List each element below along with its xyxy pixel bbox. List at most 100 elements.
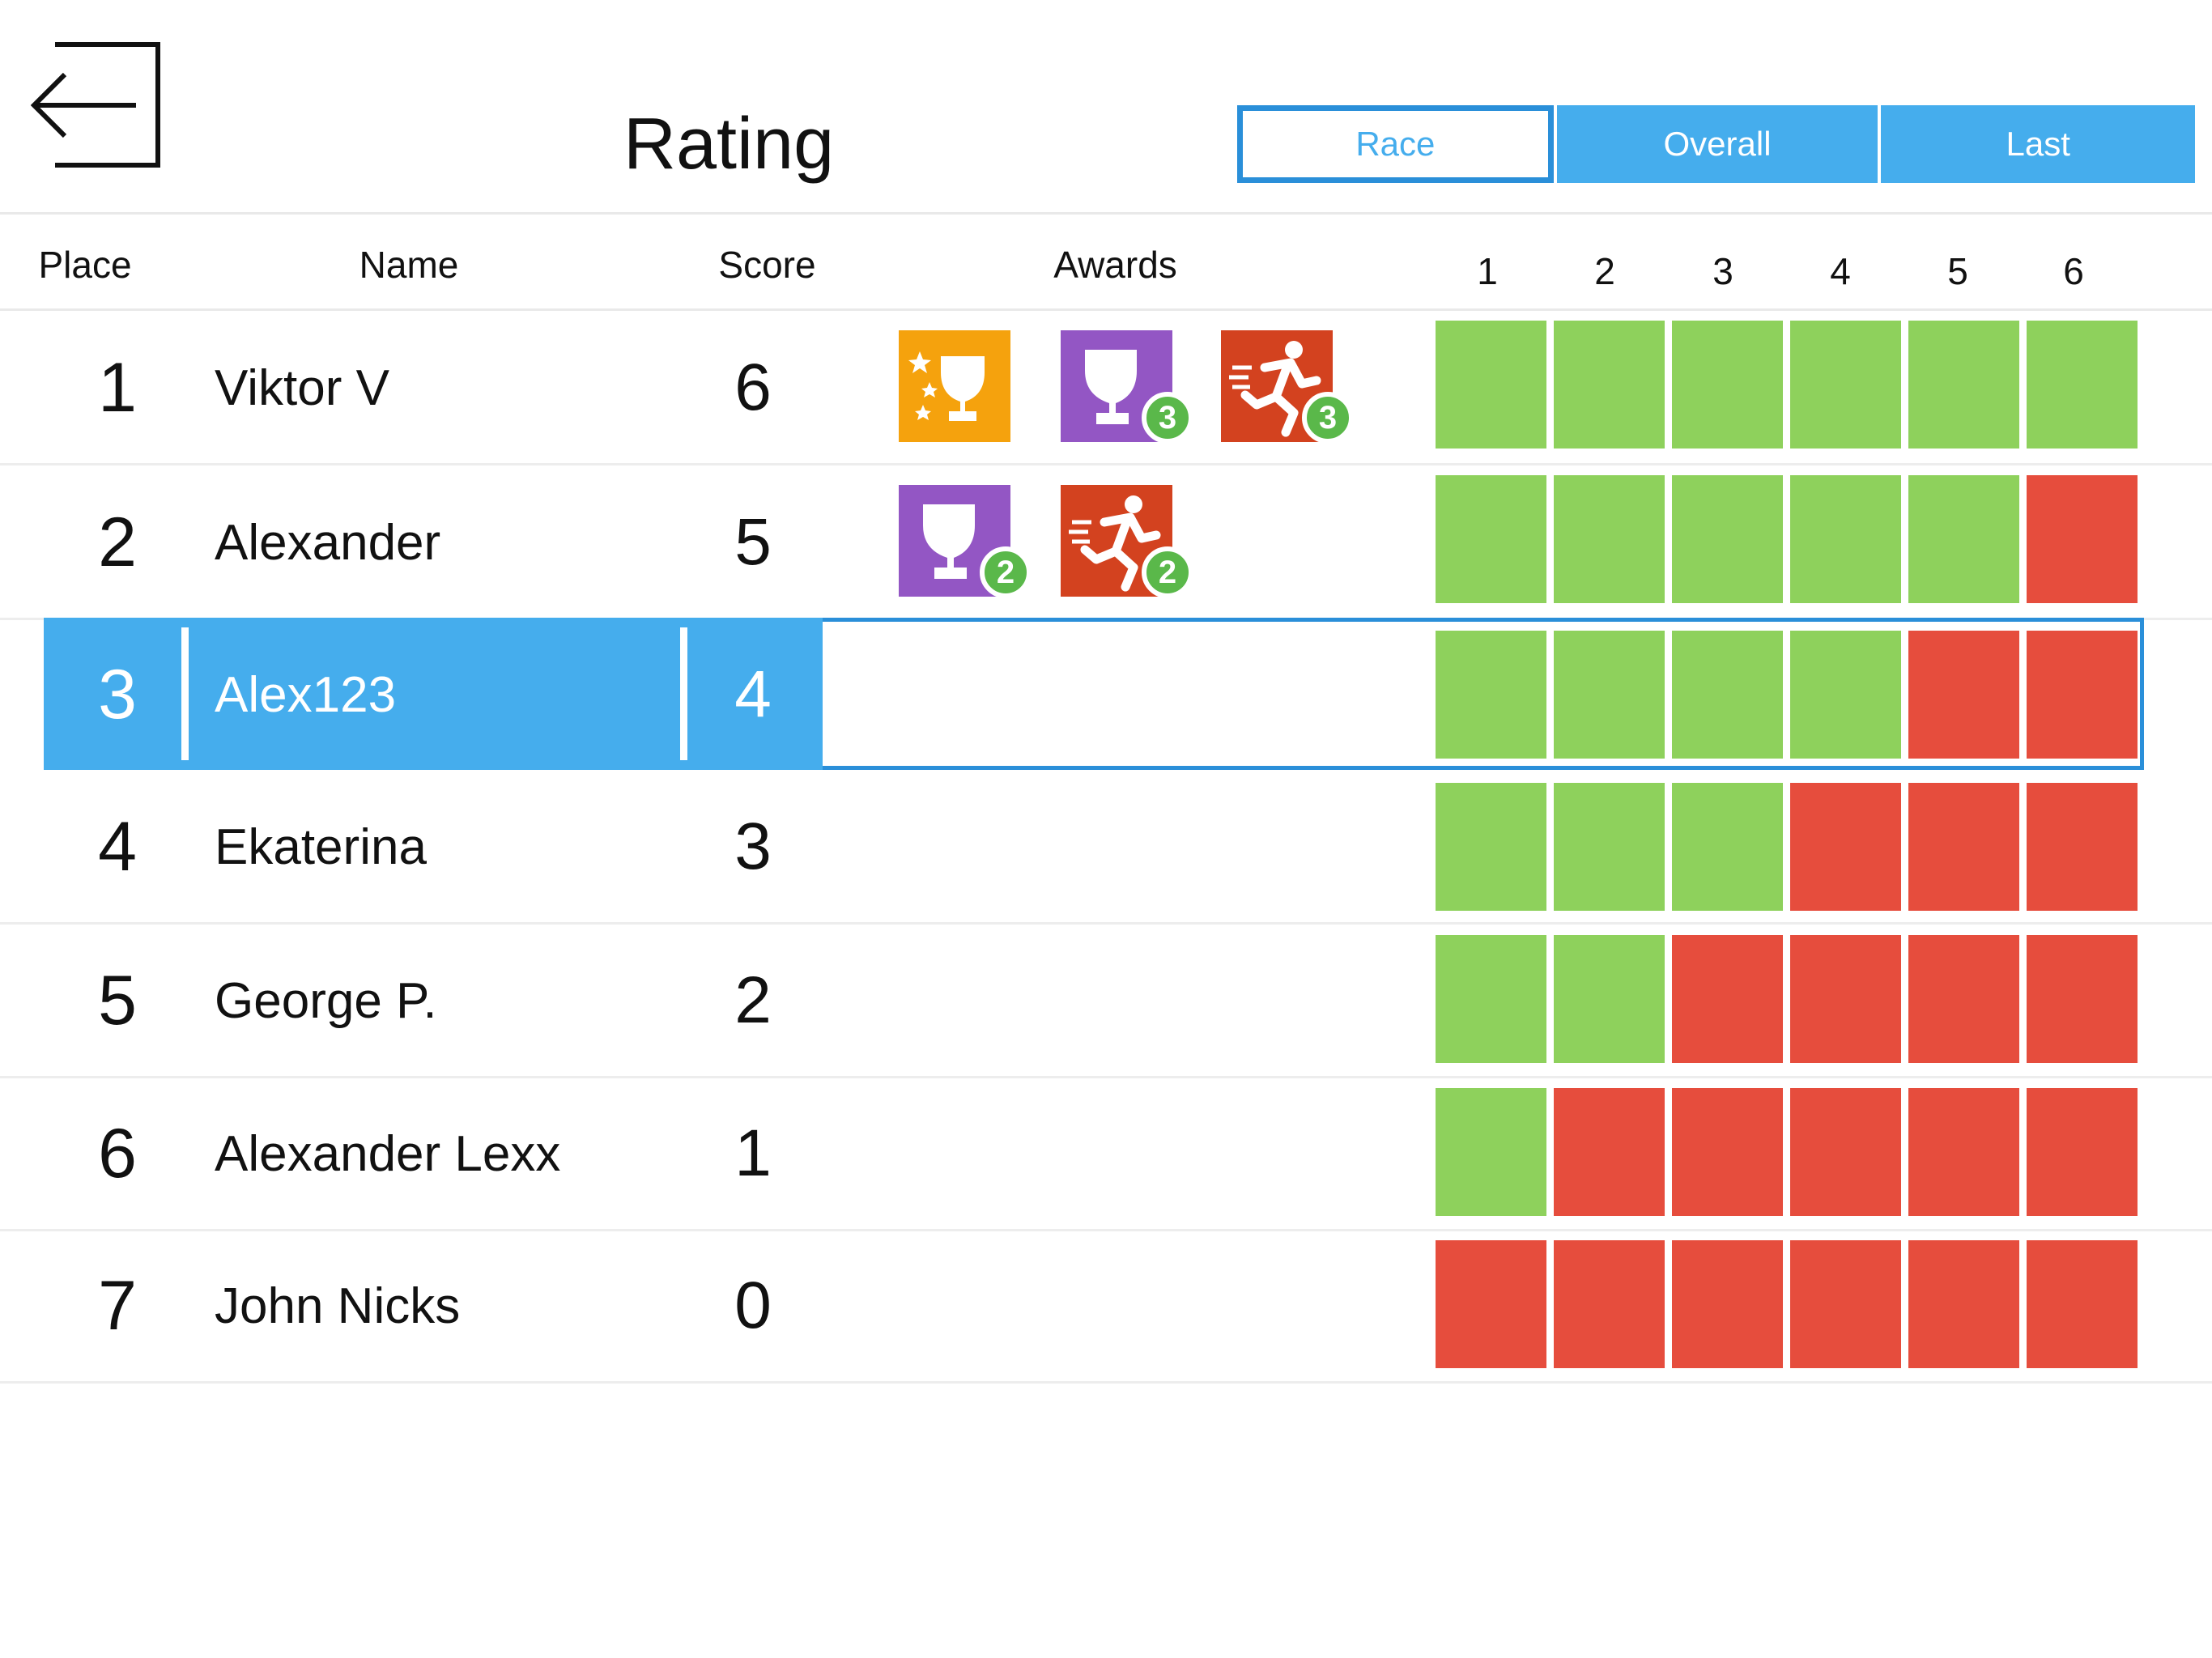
column-header-name: Name — [359, 244, 459, 286]
race-result-win — [1908, 321, 2019, 449]
race-result-lose — [2027, 1088, 2138, 1216]
row-name: Alex123 — [215, 667, 397, 723]
race-result-lose — [2027, 631, 2138, 759]
race-result-lose — [1790, 1088, 1901, 1216]
row-place: 4 — [98, 808, 137, 886]
row-place: 7 — [98, 1267, 137, 1345]
race-result-lose — [1554, 1088, 1665, 1216]
race-result-lose — [2027, 935, 2138, 1063]
table-row[interactable]: 1 Viktor V 6 3 — [0, 311, 2212, 466]
award-count-badge: 2 — [1142, 546, 1193, 598]
race-result-lose — [1908, 783, 2019, 911]
page-title: Rating — [623, 104, 835, 185]
row-divider — [0, 922, 2212, 925]
race-result-lose — [1908, 1088, 2019, 1216]
race-results — [1436, 475, 2145, 603]
row-name: Alexander Lexx — [215, 1126, 561, 1182]
row-score: 5 — [734, 505, 772, 579]
row-name: Ekaterina — [215, 819, 427, 875]
race-result-win — [1908, 475, 2019, 603]
runner-icon: 3 — [1221, 330, 1354, 444]
race-result-lose — [1672, 1088, 1783, 1216]
row-place: 1 — [98, 349, 137, 427]
tab-overall[interactable]: Overall — [1556, 105, 1878, 183]
race-result-lose — [2027, 475, 2138, 603]
race-result-win — [1672, 631, 1783, 759]
race-result-lose — [1908, 935, 2019, 1063]
race-result-win — [1436, 935, 1546, 1063]
tab-race[interactable]: Race — [1237, 105, 1554, 183]
race-result-win — [1672, 783, 1783, 911]
row-score: 2 — [734, 963, 772, 1037]
stars-trophy-icon — [899, 330, 1012, 444]
race-results — [1436, 631, 2145, 759]
column-header-race-2: 2 — [1594, 250, 1615, 292]
table-row[interactable]: 4 Ekaterina 3 — [0, 770, 2212, 925]
race-result-win — [1436, 783, 1546, 911]
row-name: Alexander — [215, 515, 441, 571]
race-result-win — [1554, 783, 1665, 911]
row-score: 4 — [734, 657, 772, 731]
race-result-lose — [1908, 631, 2019, 759]
column-header-race-3: 3 — [1712, 250, 1733, 292]
runner-icon: 2 — [1061, 485, 1193, 598]
row-score: 6 — [734, 351, 772, 424]
race-result-lose — [1790, 935, 1901, 1063]
selection-highlight — [44, 618, 825, 770]
cell-divider — [181, 627, 189, 760]
table-row-current-player[interactable]: 3 Alex123 4 — [0, 618, 2212, 770]
row-score: 3 — [734, 810, 772, 883]
table-row[interactable]: 7 John Nicks 0 — [0, 1229, 2212, 1384]
race-result-win — [1436, 475, 1546, 603]
race-result-win — [1790, 631, 1901, 759]
column-header-race-6: 6 — [2063, 250, 2084, 292]
column-header-race-1: 1 — [1477, 250, 1498, 292]
race-result-win — [1436, 631, 1546, 759]
table-row[interactable]: 2 Alexander 5 2 2 — [0, 466, 2212, 620]
race-result-win — [1554, 321, 1665, 449]
tab-last[interactable]: Last — [1881, 105, 2196, 183]
column-header-race-5: 5 — [1947, 250, 1968, 292]
race-results — [1436, 1240, 2145, 1368]
table-row[interactable]: 5 George P. 2 — [0, 924, 2212, 1078]
race-result-win — [1790, 321, 1901, 449]
header-divider — [0, 212, 2212, 215]
cell-divider — [680, 627, 687, 760]
race-result-win — [1672, 475, 1783, 603]
race-result-lose — [1672, 935, 1783, 1063]
trophy-icon: 3 — [1061, 330, 1193, 444]
race-result-win — [1672, 321, 1783, 449]
column-header-race-4: 4 — [1830, 250, 1851, 292]
race-result-lose — [1554, 1240, 1665, 1368]
row-score: 1 — [734, 1116, 772, 1190]
race-result-lose — [1790, 783, 1901, 911]
race-result-win — [1436, 321, 1546, 449]
row-place: 6 — [98, 1115, 137, 1192]
award-count-badge: 3 — [1302, 392, 1354, 444]
race-results — [1436, 783, 2145, 911]
column-header-awards: Awards — [1053, 244, 1177, 286]
row-place: 2 — [98, 504, 137, 581]
table-row[interactable]: 6 Alexander Lexx 1 — [0, 1077, 2212, 1231]
race-result-win — [1554, 631, 1665, 759]
race-result-lose — [1436, 1240, 1546, 1368]
race-results — [1436, 1088, 2145, 1216]
column-header-score: Score — [718, 244, 816, 286]
row-place: 5 — [98, 962, 137, 1039]
rating-mode-tabs: Race Overall Last — [1237, 105, 2196, 183]
back-arrow-icon — [31, 42, 160, 168]
award-count-badge: 2 — [980, 546, 1032, 598]
column-header-place: Place — [38, 244, 132, 286]
row-name: George P. — [215, 973, 437, 1029]
race-result-lose — [2027, 783, 2138, 911]
award-count-badge: 3 — [1142, 392, 1193, 444]
row-divider — [0, 1381, 2212, 1384]
trophy-icon: 2 — [899, 485, 1032, 598]
race-result-lose — [2027, 1240, 2138, 1368]
race-result-lose — [1908, 1240, 2019, 1368]
race-result-lose — [1672, 1240, 1783, 1368]
race-result-win — [1790, 475, 1901, 603]
race-result-win — [2027, 321, 2138, 449]
row-name: Viktor V — [215, 360, 389, 416]
back-button[interactable] — [31, 42, 160, 168]
